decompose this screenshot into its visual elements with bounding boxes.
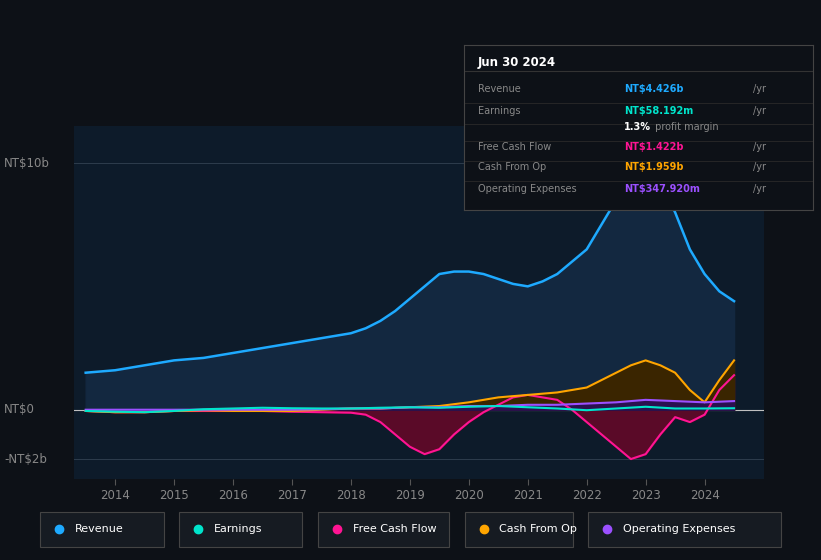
Text: Revenue: Revenue bbox=[478, 85, 521, 95]
Text: Jun 30 2024: Jun 30 2024 bbox=[478, 57, 556, 69]
Text: NT$1.959b: NT$1.959b bbox=[624, 162, 684, 172]
Text: -NT$2b: -NT$2b bbox=[4, 452, 47, 465]
Text: Operating Expenses: Operating Expenses bbox=[478, 184, 576, 194]
FancyBboxPatch shape bbox=[179, 512, 302, 547]
Text: 1.3%: 1.3% bbox=[624, 123, 651, 132]
Text: Free Cash Flow: Free Cash Flow bbox=[353, 524, 436, 534]
Text: /yr: /yr bbox=[754, 142, 767, 152]
Text: profit margin: profit margin bbox=[653, 123, 719, 132]
Text: Free Cash Flow: Free Cash Flow bbox=[478, 142, 551, 152]
Text: Revenue: Revenue bbox=[75, 524, 123, 534]
Text: NT$0: NT$0 bbox=[4, 403, 35, 416]
Text: Earnings: Earnings bbox=[478, 106, 521, 116]
Text: Earnings: Earnings bbox=[213, 524, 262, 534]
FancyBboxPatch shape bbox=[465, 512, 572, 547]
Text: NT$1.422b: NT$1.422b bbox=[624, 142, 684, 152]
Text: /yr: /yr bbox=[754, 184, 767, 194]
FancyBboxPatch shape bbox=[588, 512, 781, 547]
Text: Cash From Op: Cash From Op bbox=[499, 524, 577, 534]
Text: NT$4.426b: NT$4.426b bbox=[624, 85, 684, 95]
Text: NT$58.192m: NT$58.192m bbox=[624, 106, 694, 116]
FancyBboxPatch shape bbox=[318, 512, 449, 547]
Text: Cash From Op: Cash From Op bbox=[478, 162, 546, 172]
FancyBboxPatch shape bbox=[40, 512, 163, 547]
Text: /yr: /yr bbox=[754, 85, 767, 95]
Text: Operating Expenses: Operating Expenses bbox=[623, 524, 735, 534]
Text: /yr: /yr bbox=[754, 162, 767, 172]
Text: /yr: /yr bbox=[754, 106, 767, 116]
Text: NT$10b: NT$10b bbox=[4, 156, 50, 170]
Text: NT$347.920m: NT$347.920m bbox=[624, 184, 700, 194]
